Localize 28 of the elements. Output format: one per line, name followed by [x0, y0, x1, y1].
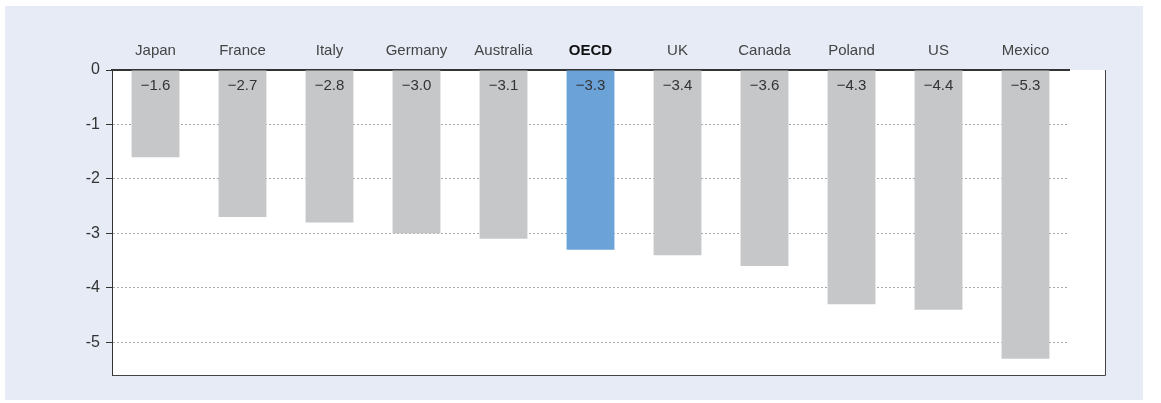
data-label: −3.6	[749, 76, 780, 94]
y-tick-label: -2	[85, 169, 101, 187]
x-tick-label: Mexico	[1001, 41, 1050, 59]
x-tick-label: Poland	[828, 41, 875, 59]
y-tick-label: 0	[91, 60, 101, 78]
data-label: −3.4	[662, 76, 693, 94]
data-label: −3.3	[575, 76, 606, 94]
data-label: −4.4	[923, 76, 954, 94]
x-tick-label: Australia	[474, 41, 534, 59]
data-label: −3.0	[401, 76, 432, 94]
x-tick-label: US	[928, 41, 949, 59]
y-tick-label: -3	[85, 223, 101, 241]
y-tick-label: -4	[85, 278, 101, 296]
y-tick-label: -5	[85, 332, 101, 350]
x-tick-label: Canada	[738, 41, 792, 59]
x-tick-label: UK	[667, 41, 688, 59]
x-tick-label: OECD	[568, 41, 613, 59]
data-label: −2.8	[314, 76, 345, 94]
x-tick-label: Japan	[135, 41, 176, 59]
data-label: −2.7	[227, 76, 258, 94]
x-tick-label: Germany	[385, 41, 448, 59]
y-tick-label: -1	[85, 114, 101, 132]
x-tick-label: France	[219, 41, 266, 59]
data-label: −3.1	[488, 76, 519, 94]
data-label: −5.3	[1010, 76, 1041, 94]
data-label: −4.3	[836, 76, 867, 94]
data-label: −1.6	[140, 76, 171, 94]
x-tick-label: Italy	[315, 41, 344, 59]
